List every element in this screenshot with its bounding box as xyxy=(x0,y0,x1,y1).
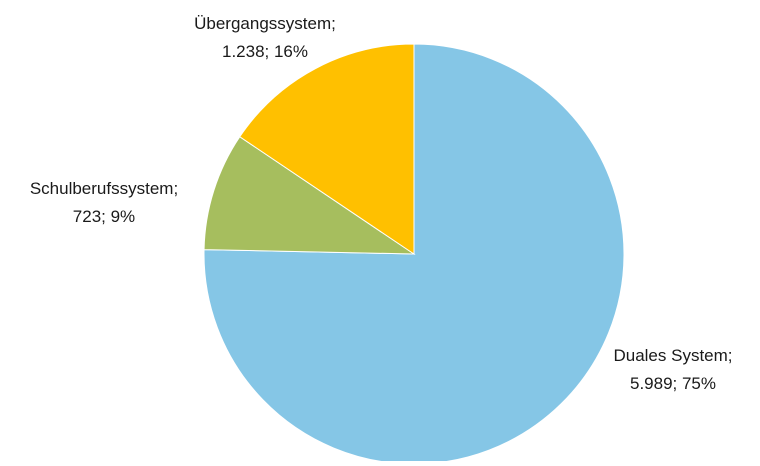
slice-label-duales-system-name: Duales System; xyxy=(613,346,732,365)
slice-label-schulberufssystem-name: Schulberufssystem; xyxy=(30,179,178,198)
pie-slices xyxy=(203,43,625,465)
slice-label-duales-system-value: 5.989; 75% xyxy=(630,374,716,393)
slice-label-uebergangssystem-value: 1.238; 16% xyxy=(222,42,308,61)
pie-labels: Duales System; 5.989; 75% Schulberufssys… xyxy=(30,14,733,393)
slice-label-schulberufssystem-value: 723; 9% xyxy=(73,207,135,226)
pie-slice-duales-system xyxy=(203,43,625,465)
slice-label-uebergangssystem-name: Übergangssystem; xyxy=(194,14,336,33)
pie-slice-uebergangssystem xyxy=(239,43,415,255)
pie-slice-schulberufssystem xyxy=(203,136,416,255)
